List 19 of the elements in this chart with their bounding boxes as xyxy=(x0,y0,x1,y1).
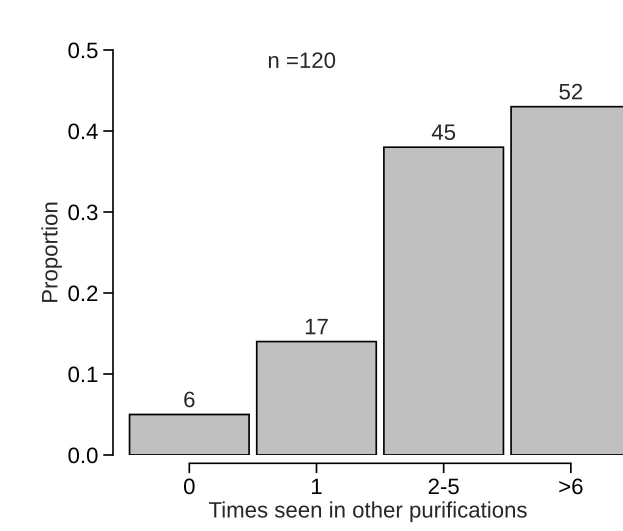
annotation: 17 xyxy=(306,318,328,334)
y-tick-label: 0.1 xyxy=(68,366,98,382)
annotation: n =120 xyxy=(268,52,336,68)
y-axis-title: Proportion xyxy=(41,202,62,302)
y-tick-label: 0.5 xyxy=(68,42,98,58)
annotation: 52 xyxy=(559,84,582,100)
y-tick-label: 0.4 xyxy=(68,124,98,140)
x-axis-title: Times seen in other purifications xyxy=(208,501,527,522)
x-tick-label: 1 xyxy=(312,478,322,494)
annotation: 45 xyxy=(432,124,456,140)
bar xyxy=(256,340,378,455)
bar xyxy=(128,414,250,455)
annotation: 6 xyxy=(184,392,195,408)
y-tick-label: 0.0 xyxy=(68,448,98,464)
y-tick-label: 0.2 xyxy=(68,286,98,302)
x-tick-label: >6 xyxy=(559,478,583,494)
y-tick-label: 0.3 xyxy=(68,204,98,220)
x-tick-label: 2-5 xyxy=(428,478,459,494)
x-tick-label: 0 xyxy=(184,478,195,494)
